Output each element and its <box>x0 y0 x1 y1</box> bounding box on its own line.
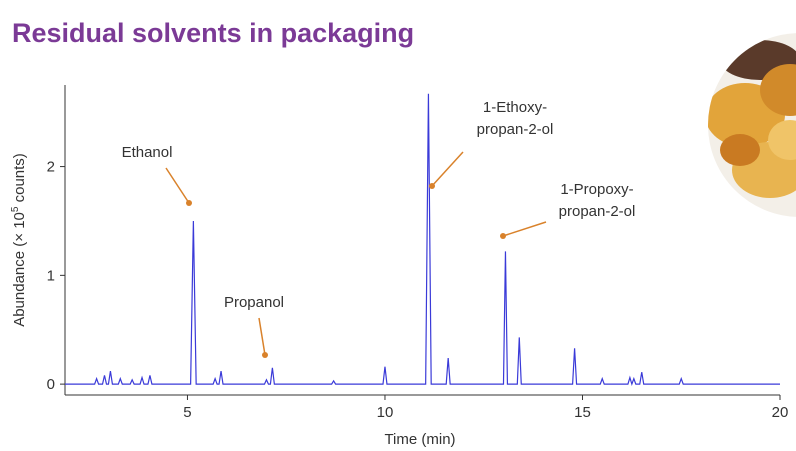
annotation-text: 1-Ethoxy- <box>483 99 547 116</box>
chips-image <box>708 33 796 217</box>
y-tick-label: 0 <box>47 376 55 393</box>
x-tick-label: 5 <box>183 404 191 421</box>
trace <box>65 93 780 387</box>
annotation-text: Propanol <box>224 294 284 311</box>
annotation-dot <box>500 233 506 239</box>
annotation-dot <box>262 352 268 358</box>
annotation-text: propan-2-ol <box>477 121 554 138</box>
x-tick-label: 20 <box>772 404 789 421</box>
chart-title: Residual solvents in packaging <box>12 18 414 48</box>
x-axis-label: Time (min) <box>384 431 455 448</box>
annotation-text: 1-Propoxy- <box>560 181 633 198</box>
annotation-leader <box>165 167 190 204</box>
annotation-leader <box>431 151 464 187</box>
annotation-text: Ethanol <box>122 144 173 161</box>
x-tick-label: 10 <box>377 404 394 421</box>
annotation-dot <box>186 200 192 206</box>
annotation-leader <box>502 221 547 237</box>
x-tick-label: 15 <box>574 404 591 421</box>
annotation-leader <box>258 317 266 356</box>
y-axis-label: Abundance (× 105 counts) <box>10 153 28 327</box>
annotation-text: propan-2-ol <box>559 203 636 220</box>
annotation-dot <box>429 183 435 189</box>
y-tick-label: 1 <box>47 267 55 284</box>
y-tick-label: 2 <box>47 159 55 176</box>
